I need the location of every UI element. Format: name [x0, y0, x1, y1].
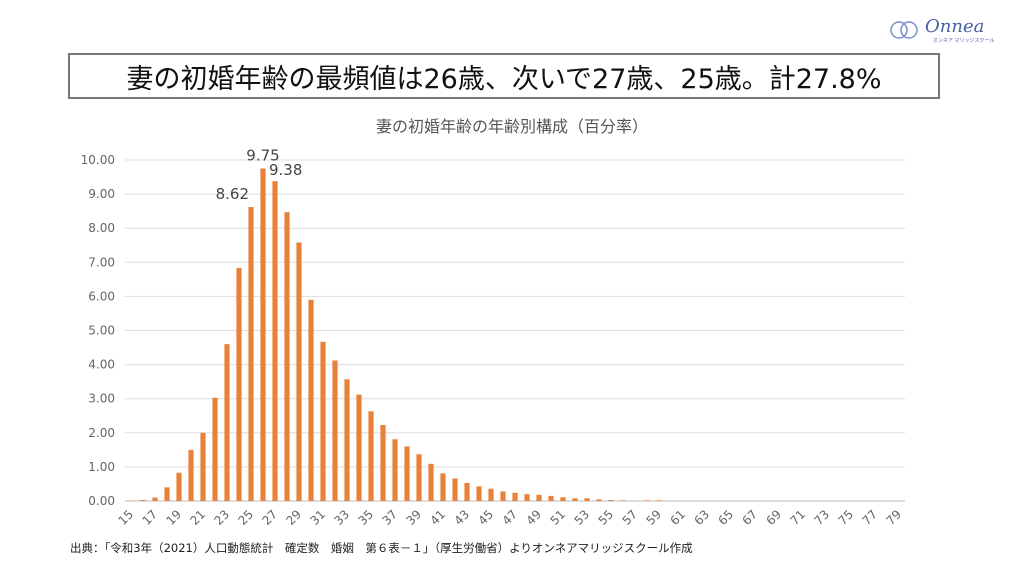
bar — [392, 439, 398, 501]
data-label: 9.38 — [269, 161, 302, 179]
x-tick-label: 39 — [403, 507, 424, 528]
bar — [560, 497, 566, 501]
bar — [248, 207, 254, 502]
bar — [416, 454, 422, 501]
x-tick-label: 79 — [883, 507, 904, 528]
x-tick-label: 31 — [307, 507, 328, 528]
x-tick-label: 23 — [211, 507, 232, 528]
x-tick-label: 29 — [283, 507, 304, 528]
bar — [596, 499, 602, 501]
bar — [260, 168, 266, 501]
bar — [440, 473, 446, 501]
bar — [572, 498, 578, 501]
x-tick-label: 45 — [475, 507, 496, 528]
bar — [296, 242, 302, 501]
bar — [608, 499, 614, 501]
bar — [236, 268, 242, 501]
bar — [344, 379, 350, 501]
bar — [620, 500, 626, 501]
bar — [332, 360, 338, 501]
bar — [380, 424, 386, 501]
x-tick-label: 49 — [523, 507, 544, 528]
x-tick-label: 27 — [259, 507, 280, 528]
bar — [428, 463, 434, 501]
bar — [152, 497, 158, 501]
x-tick-label: 43 — [451, 507, 472, 528]
x-tick-label: 55 — [595, 507, 616, 528]
bar — [188, 449, 194, 501]
x-tick-label: 35 — [355, 507, 376, 528]
x-tick-label: 63 — [691, 507, 712, 528]
y-tick-label: 7.00 — [88, 255, 115, 269]
bar — [500, 491, 506, 501]
x-tick-label: 15 — [115, 507, 136, 528]
bar — [536, 494, 542, 501]
data-label: 8.62 — [216, 185, 249, 203]
bar — [644, 500, 650, 501]
x-tick-label: 77 — [859, 507, 880, 528]
bar — [524, 494, 530, 501]
bar — [404, 446, 410, 501]
bar — [140, 499, 146, 501]
bar — [308, 299, 314, 501]
x-tick-label: 67 — [739, 507, 760, 528]
y-tick-label: 10.00 — [81, 153, 115, 167]
bar — [584, 498, 590, 501]
svg-text:オンネア マリッジスクール: オンネア マリッジスクール — [933, 38, 995, 44]
x-tick-label: 17 — [139, 507, 160, 528]
x-tick-label: 59 — [643, 507, 664, 528]
onnea-logo: Onnea オンネア マリッジスクール — [885, 10, 1015, 46]
bar — [452, 478, 458, 501]
x-tick-label: 71 — [787, 507, 808, 528]
y-tick-label: 4.00 — [88, 358, 115, 372]
bar — [212, 397, 218, 501]
bar — [224, 344, 230, 501]
y-tick-label: 9.00 — [88, 187, 115, 201]
bar — [464, 482, 470, 501]
x-tick-label: 47 — [499, 507, 520, 528]
bar — [320, 341, 326, 501]
source-footer: 出典：「令和3年（2021）人口動態統計 確定数 婚姻 第６表－１」（厚生労働省… — [70, 541, 693, 555]
bar — [272, 181, 278, 501]
x-tick-label: 73 — [811, 507, 832, 528]
bar — [656, 500, 662, 501]
x-tick-label: 75 — [835, 507, 856, 528]
x-tick-label: 21 — [187, 507, 208, 528]
y-tick-label: 1.00 — [88, 460, 115, 474]
x-tick-label: 41 — [427, 507, 448, 528]
bar — [476, 486, 482, 501]
x-tick-label: 65 — [715, 507, 736, 528]
rings-logo-icon: Onnea オンネア マリッジスクール — [890, 16, 995, 44]
x-tick-label: 25 — [235, 507, 256, 528]
y-tick-label: 6.00 — [88, 289, 115, 303]
headline: 妻の初婚年齢の最頻値は26歳、次いで27歳、25歳。計27.8% — [68, 53, 940, 99]
bar — [368, 411, 374, 501]
x-tick-label: 53 — [571, 507, 592, 528]
y-tick-label: 8.00 — [88, 221, 115, 235]
bar — [200, 432, 206, 501]
svg-text:Onnea: Onnea — [925, 16, 984, 37]
chart-title: 妻の初婚年齢の年齢別構成（百分率） — [376, 117, 648, 136]
bar — [512, 492, 518, 501]
y-tick-label: 0.00 — [88, 494, 115, 508]
bar-chart: 妻の初婚年齢の年齢別構成（百分率） 0.00 1.00 2.00 3.00 4.00 5.… — [81, 117, 905, 528]
bar — [284, 212, 290, 501]
x-tick-label: 57 — [619, 507, 640, 528]
x-tick-label: 61 — [667, 507, 688, 528]
y-tick-label: 2.00 — [88, 426, 115, 440]
bar — [488, 488, 494, 501]
bar — [548, 495, 554, 501]
x-tick-label: 69 — [763, 507, 784, 528]
x-tick-label: 37 — [379, 507, 400, 528]
data-label: 9.75 — [246, 147, 279, 165]
x-tick-label: 33 — [331, 507, 352, 528]
bar — [176, 472, 182, 501]
bar — [356, 394, 362, 501]
bar — [164, 487, 170, 501]
x-tick-label: 51 — [547, 507, 568, 528]
y-tick-label: 3.00 — [88, 392, 115, 406]
y-tick-label: 5.00 — [88, 324, 115, 338]
x-tick-label: 19 — [163, 507, 184, 528]
